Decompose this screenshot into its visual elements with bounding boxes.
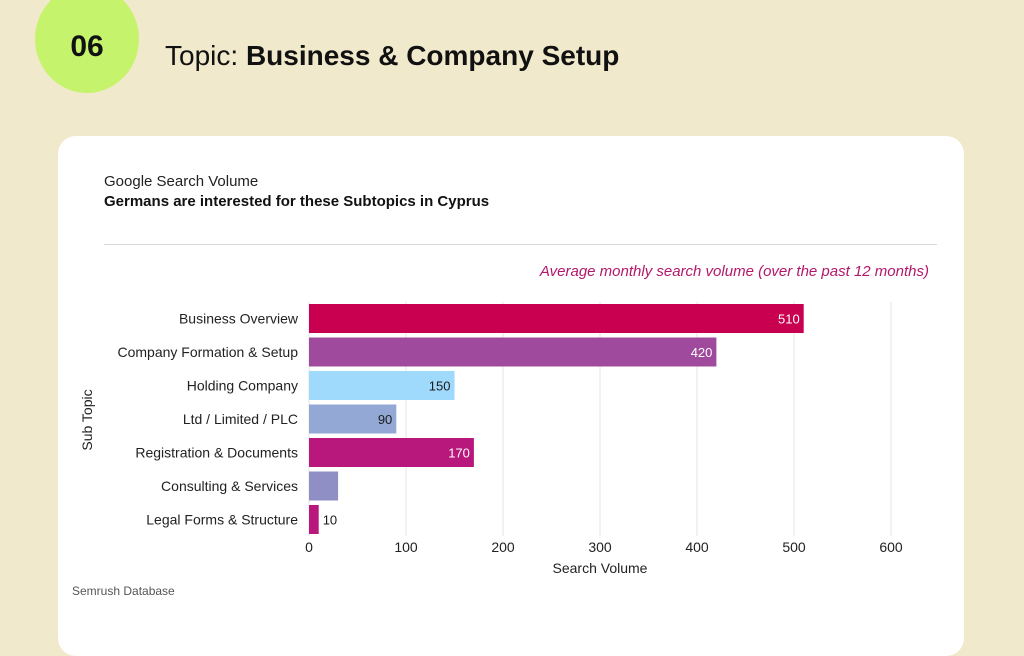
category-label: Holding Company [187,378,298,394]
data-label: 510 [778,312,800,327]
x-tick-label: 200 [491,539,515,555]
topic-title: Business & Company Setup [245,40,620,71]
category-label: Legal Forms & Structure [146,512,298,528]
data-label: 90 [378,412,392,427]
x-axis-title: Search Volume [553,560,648,576]
bar [309,304,804,333]
bar [309,438,474,467]
y-axis-title: Sub Topic [79,389,95,450]
x-tick-label: 600 [879,539,903,555]
category-label: Business Overview [179,311,299,327]
page-title: Topic: Business & Company Setup [165,40,619,72]
section-number-badge: 06 [35,0,139,93]
bar-chart: 0 100 200 300 400 500 600 Business Overview 510 C… [79,302,903,576]
x-tick-label: 100 [394,539,418,555]
data-label: 10 [323,513,337,528]
topic-prefix: Topic: [165,40,246,71]
x-tick-label: 400 [685,539,709,555]
section-number: 06 [70,30,104,63]
chart-note: Average monthly search volume (over the … [539,263,929,280]
category-label: Registration & Documents [135,445,298,461]
data-label: 170 [448,446,470,461]
bar [309,471,339,501]
x-tick-label: 300 [588,539,612,555]
chart-card: Google Search Volume Germans are interes… [58,136,964,656]
chart-kicker: Google Search Volume [104,173,259,190]
data-label: 150 [429,379,451,394]
category-label: Ltd / Limited / PLC [183,411,298,427]
bar [309,337,717,367]
bar [309,404,397,434]
category-label: Consulting & Services [161,478,298,494]
x-tick-label: 500 [782,539,806,555]
chart-subtitle: Germans are interested for these Subtopi… [104,193,490,210]
category-label: Company Formation & Setup [117,344,298,360]
bar [309,371,455,400]
bar [309,505,319,534]
x-tick-label: 0 [305,539,313,555]
data-label: 420 [691,345,713,360]
source-credit: Semrush Database [72,584,175,598]
data-label: 30 [342,479,356,494]
divider [104,244,937,245]
